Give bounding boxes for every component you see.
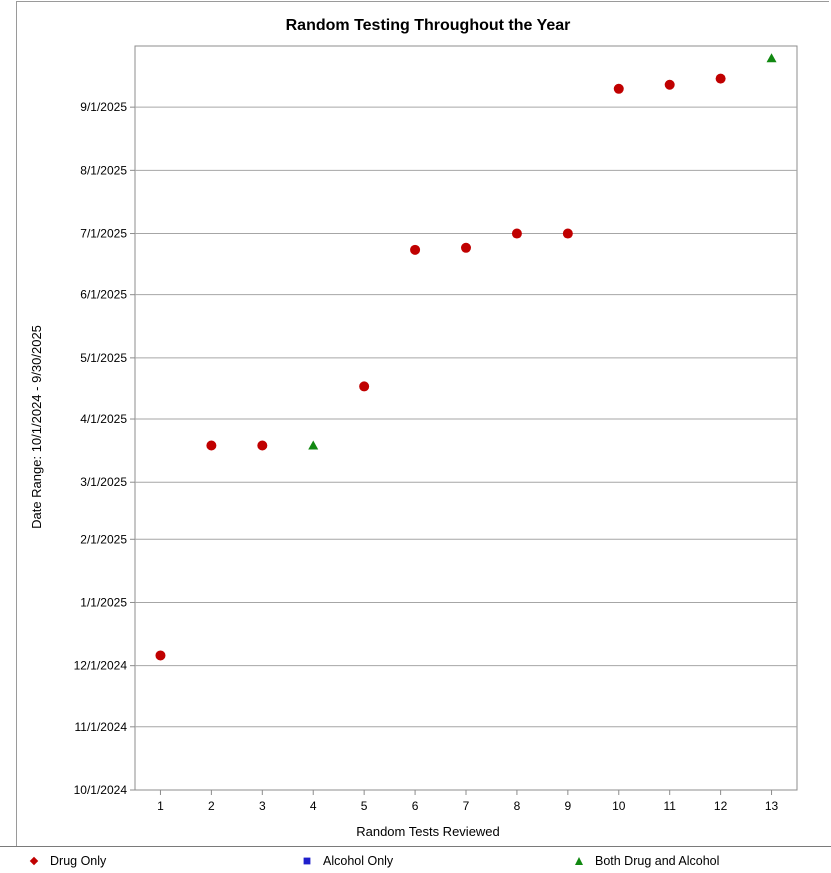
data-point-diamond bbox=[257, 440, 268, 451]
x-tick-label: 11 bbox=[663, 799, 676, 813]
legend-item-both-drug-and-alcohol: Both Drug and Alcohol bbox=[575, 854, 719, 868]
y-tick-label: 7/1/2025 bbox=[80, 227, 127, 241]
data-point-diamond bbox=[664, 79, 675, 90]
data-point-diamond bbox=[562, 228, 573, 239]
y-axis-label: Date Range: 10/1/2024 - 9/30/2025 bbox=[29, 325, 44, 529]
data-point-diamond bbox=[511, 228, 522, 239]
x-axis-label: Random Tests Reviewed bbox=[356, 824, 500, 839]
x-tick-label: 1 bbox=[157, 799, 164, 813]
y-tick-label: 3/1/2025 bbox=[80, 475, 127, 489]
data-point-triangle bbox=[766, 53, 777, 63]
y-tick-label: 1/1/2025 bbox=[80, 595, 127, 609]
x-tick-label: 9 bbox=[565, 799, 572, 813]
y-tick-label: 4/1/2025 bbox=[80, 412, 127, 426]
gridlines bbox=[130, 106, 797, 795]
data-points bbox=[155, 53, 777, 661]
x-tick-label: 4 bbox=[310, 799, 317, 813]
legend-label: Both Drug and Alcohol bbox=[595, 854, 720, 868]
x-tick-label: 5 bbox=[361, 799, 368, 813]
green-triangle-icon bbox=[575, 857, 583, 865]
data-point-diamond bbox=[206, 440, 217, 451]
x-tick-label: 13 bbox=[765, 799, 779, 813]
y-tick-label: 10/1/2024 bbox=[74, 783, 128, 797]
data-point-diamond bbox=[461, 242, 471, 253]
data-point-triangle bbox=[308, 440, 319, 450]
x-tick-label: 2 bbox=[208, 799, 215, 813]
x-tick-label: 12 bbox=[714, 799, 728, 813]
y-tick-label: 8/1/2025 bbox=[80, 163, 127, 177]
legend-label: Alcohol Only bbox=[323, 854, 394, 868]
plot-area bbox=[134, 45, 798, 791]
y-tick-labels: 10/1/2024 11/1/2024 12/1/2024 1/1/2025 2/1/2… bbox=[74, 100, 128, 797]
legend-item-alcohol-only: Alcohol Only bbox=[303, 854, 393, 868]
data-point-diamond bbox=[155, 650, 166, 661]
y-tick-label: 9/1/2025 bbox=[80, 100, 127, 114]
data-point-diamond bbox=[410, 244, 421, 255]
legend: Drug Only Alcohol Only Both Drug and Alc… bbox=[0, 846, 831, 873]
chart-frame bbox=[16, 1, 829, 846]
y-tick-label: 12/1/2024 bbox=[74, 659, 128, 673]
y-tick-label: 2/1/2025 bbox=[80, 532, 127, 546]
chart-area: Random Testing Throughout the Year 10/1/… bbox=[29, 17, 798, 839]
chart-title: Random Testing Throughout the Year bbox=[286, 17, 571, 34]
legend-label: Drug Only bbox=[50, 854, 107, 868]
red-diamond-icon bbox=[29, 856, 39, 866]
y-tick-label: 11/1/2024 bbox=[75, 720, 128, 734]
x-tick-label: 3 bbox=[259, 799, 266, 813]
data-point-diamond bbox=[359, 381, 370, 392]
blue-square-icon bbox=[303, 857, 311, 865]
x-tick-label: 7 bbox=[463, 799, 470, 813]
y-tick-label: 5/1/2025 bbox=[80, 351, 127, 365]
data-point-diamond bbox=[613, 83, 624, 94]
y-tick-label: 6/1/2025 bbox=[80, 288, 127, 302]
data-point-diamond bbox=[715, 73, 726, 84]
legend-item-drug-only: Drug Only bbox=[29, 854, 107, 868]
x-tick-label: 8 bbox=[514, 799, 521, 813]
x-tick-label: 10 bbox=[612, 799, 626, 813]
x-tick-labels: 1 2 3 4 5 6 7 8 9 10 11 12 13 bbox=[157, 799, 778, 813]
x-tick-label: 6 bbox=[412, 799, 419, 813]
